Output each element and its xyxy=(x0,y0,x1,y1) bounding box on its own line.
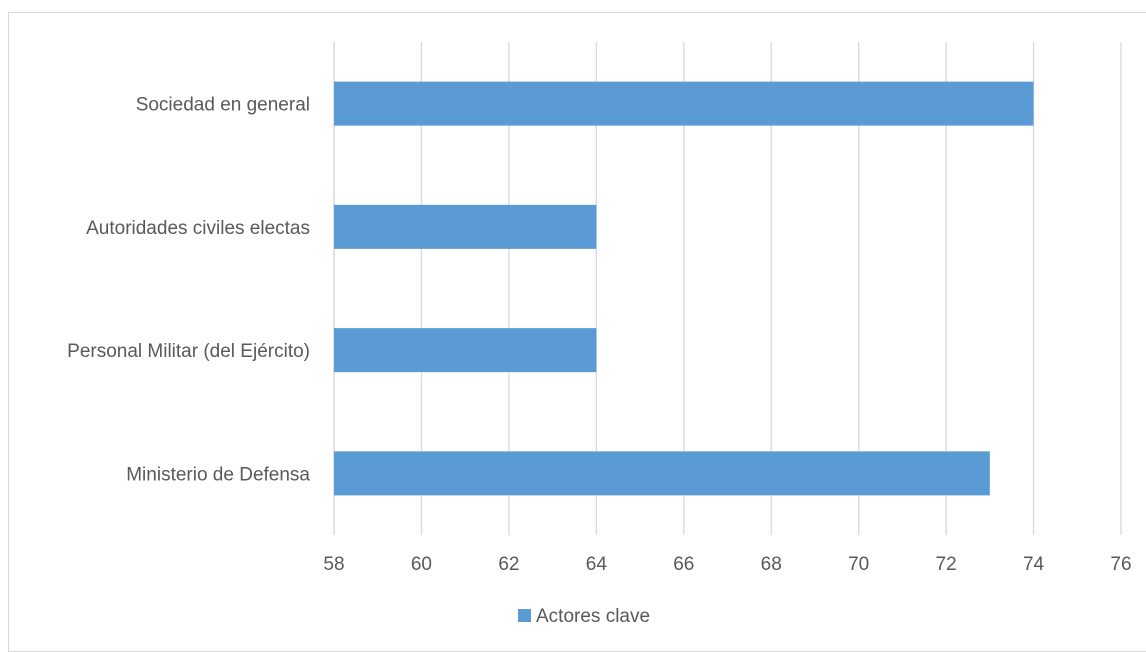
category-label: Autoridades civiles electas xyxy=(86,218,310,239)
category-label: Ministerio de Defensa xyxy=(126,464,310,485)
legend-label: Actores clave xyxy=(536,606,650,627)
x-tick-label: 58 xyxy=(323,554,344,575)
x-tick-label: 66 xyxy=(673,554,694,575)
bars xyxy=(334,81,1034,496)
bar xyxy=(334,204,597,249)
bar xyxy=(334,81,1034,126)
legend-swatch xyxy=(518,609,531,622)
category-label: Personal Militar (del Ejército) xyxy=(67,341,310,362)
x-tick-label: 68 xyxy=(761,554,782,575)
x-tick-label: 76 xyxy=(1110,554,1131,575)
category-label: Sociedad en general xyxy=(136,95,310,116)
x-tick-label: 62 xyxy=(498,554,519,575)
x-tick-label: 64 xyxy=(586,554,608,575)
x-tick-labels: 58 60 62 64 66 68 70 72 74 76 xyxy=(323,554,1131,575)
category-labels: Sociedad en general Autoridades civiles e… xyxy=(67,95,310,486)
x-tick-label: 72 xyxy=(936,554,957,575)
x-tick-label: 60 xyxy=(411,554,432,575)
bar xyxy=(334,451,990,496)
legend: Actores clave xyxy=(518,606,650,627)
x-tick-label: 74 xyxy=(1023,554,1045,575)
x-tick-label: 70 xyxy=(848,554,869,575)
bar xyxy=(334,328,597,373)
